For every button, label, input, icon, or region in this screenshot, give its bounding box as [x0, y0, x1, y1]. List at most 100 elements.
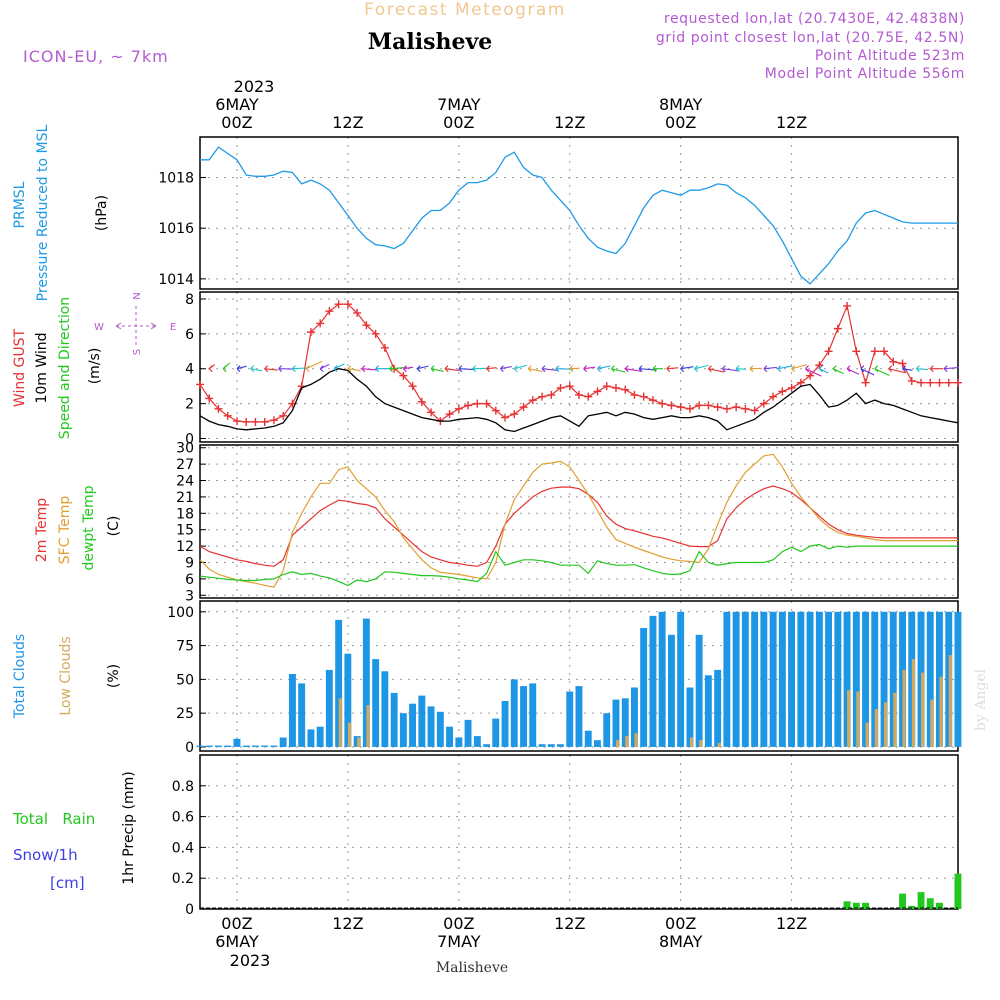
gust-marker	[917, 378, 926, 387]
rain-bar	[917, 892, 925, 909]
gust-marker	[501, 413, 510, 422]
total-cloud-bar	[409, 703, 416, 747]
gust-marker	[769, 392, 778, 401]
y-tick-label: 21	[176, 490, 194, 506]
wind-direction-arrow	[458, 365, 475, 373]
y-tick-label: 0	[185, 432, 194, 448]
total-cloud-bar	[594, 740, 601, 747]
wind-direction-arrow	[680, 365, 694, 373]
gust-marker	[445, 410, 454, 419]
t2m-line	[199, 485, 958, 567]
total-cloud-bar	[843, 611, 851, 747]
gust-marker	[205, 394, 214, 403]
total-cloud-bar	[769, 611, 777, 747]
gust-marker	[861, 378, 870, 387]
bottom-hour-label: 00Z	[221, 914, 252, 933]
prmsl-label: PRMSL	[12, 181, 28, 228]
total-cloud-bar	[954, 611, 962, 747]
y-tick-label: 24	[176, 474, 194, 490]
rain-bar	[936, 902, 943, 909]
gust-marker	[538, 392, 547, 401]
total-cloud-bar	[418, 695, 426, 747]
svg-text:N: N	[132, 292, 143, 299]
gust-marker	[306, 328, 315, 337]
wind-direction-arrow	[416, 365, 429, 373]
gust-marker	[528, 396, 537, 405]
wind-direction-arrow	[694, 364, 709, 373]
total-cloud-bar	[455, 737, 463, 747]
panel-bg	[200, 292, 958, 442]
total-cloud-bar	[631, 687, 638, 747]
gridpoint-coords: grid point closest lon,lat (20.75E, 42.5…	[656, 30, 965, 46]
low-cloud-bar	[921, 672, 925, 747]
y-tick-label: 75	[176, 639, 194, 655]
total-cloud-bar	[603, 713, 611, 747]
y-tick-label: 2	[185, 397, 194, 413]
y-tick-label: 0.4	[172, 840, 194, 856]
total-cloud-bar	[677, 611, 685, 747]
total-cloud-bar	[825, 611, 832, 747]
total-cloud-bar	[325, 669, 333, 747]
y-tick-label: 0	[185, 740, 194, 756]
gust-marker	[584, 392, 593, 401]
wind-direction-arrow	[708, 365, 725, 373]
total-cloud-bar	[261, 745, 269, 747]
total-cloud-bar	[714, 669, 722, 747]
total-cloud-bar	[279, 737, 287, 747]
total-cloud-bar	[612, 699, 620, 747]
gust-marker	[232, 417, 241, 426]
gust-marker	[713, 403, 722, 412]
gust-marker	[658, 399, 667, 408]
svg-text:S: S	[132, 349, 143, 355]
gust-marker	[316, 319, 325, 328]
low-cloud-bar	[874, 709, 878, 747]
total-cloud-bar	[640, 628, 648, 747]
gust-marker	[223, 411, 232, 420]
gust-marker	[575, 390, 583, 399]
wind-direction-arrow	[278, 365, 294, 373]
total-cloud-bar	[473, 736, 481, 747]
wind-direction-arrow	[527, 365, 543, 373]
gust-marker	[242, 417, 251, 426]
gust-marker	[547, 390, 556, 399]
bottom-hour-label: 12Z	[776, 914, 807, 933]
gust-marker	[926, 378, 935, 387]
gust-marker	[279, 411, 288, 420]
y-tick-label: 30	[176, 441, 194, 457]
low-cloud-bar	[689, 737, 693, 747]
total-cloud-bar	[945, 611, 953, 747]
top-hour-label: 00Z	[665, 113, 696, 132]
y-tick-label: 0.6	[172, 810, 194, 826]
gust-marker	[325, 307, 334, 316]
y-tick-label: 8	[185, 292, 194, 308]
watermark: by Angel	[973, 668, 989, 731]
gust-marker	[898, 359, 907, 368]
wind-direction-arrow	[403, 365, 414, 373]
total-cloud-bar	[510, 679, 518, 747]
wind-direction-arrow	[860, 365, 875, 376]
y-tick-label: 15	[176, 523, 194, 539]
gust-marker	[621, 385, 630, 394]
wind-direction-arrow	[236, 365, 247, 373]
total-cloud-bar	[741, 611, 749, 747]
faded-title: Forecast Meteogram	[364, 0, 566, 20]
low-clouds-label: Low Clouds	[58, 636, 74, 715]
total-cloud-bar	[362, 618, 370, 747]
gust-marker	[639, 392, 648, 401]
total-cloud-bar	[483, 744, 490, 747]
low-cloud-bar	[625, 736, 629, 747]
y-tick-label: 6	[185, 572, 194, 588]
sfc-temp-line	[199, 453, 958, 588]
gust-marker	[778, 387, 787, 396]
total-cloud-bar	[252, 745, 259, 747]
total-cloud-bar	[464, 719, 472, 747]
total-cloud-bar	[668, 634, 675, 747]
total-cloud-bar	[547, 744, 555, 747]
y-tick-label: 0.2	[172, 871, 194, 887]
total-cloud-bar	[566, 691, 574, 747]
wind-direction-arrow	[624, 365, 642, 373]
low-cloud-bar	[884, 702, 888, 747]
y-tick-label: 3	[185, 588, 194, 604]
total-cloud-bar	[649, 615, 657, 747]
